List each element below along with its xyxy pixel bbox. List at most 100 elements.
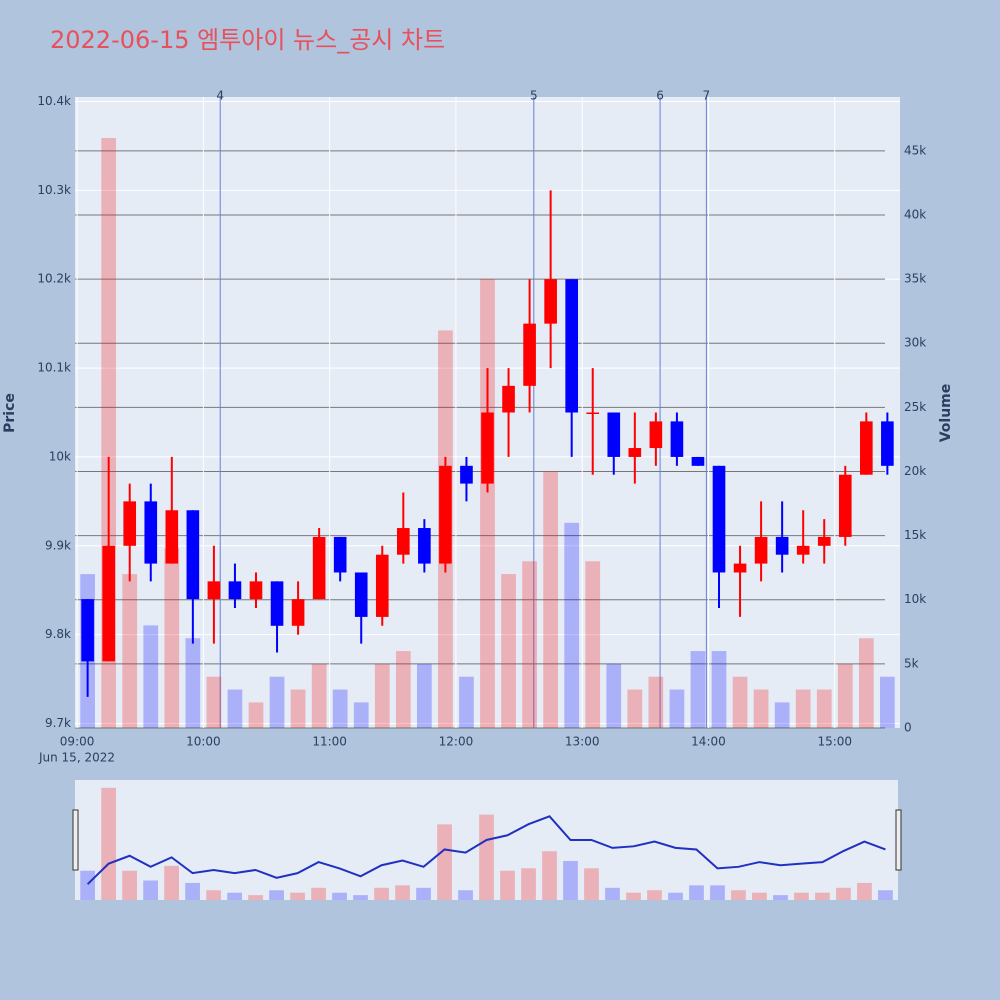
candle-body	[670, 421, 684, 457]
candle-body	[754, 536, 768, 564]
candle-body	[228, 581, 242, 600]
y-tick-label: 10.4k	[37, 94, 71, 108]
volume-bar	[585, 561, 601, 728]
volume-bar	[269, 676, 285, 728]
candle-body	[544, 279, 557, 324]
volume-bar	[248, 702, 264, 728]
news-label: 5	[530, 89, 538, 103]
candle-body	[249, 581, 263, 600]
candle-body	[123, 501, 137, 546]
candle-body	[775, 536, 789, 555]
candle-body	[628, 448, 642, 457]
candle-body	[207, 581, 221, 600]
volume-bar	[543, 471, 559, 728]
volume-bar	[522, 561, 537, 728]
y2-tick-label: 35k	[904, 272, 926, 286]
range-volume-bar	[164, 865, 179, 900]
range-volume-bar	[731, 890, 746, 900]
candle-body	[838, 474, 852, 537]
range-volume-bar	[269, 890, 284, 900]
y2-tick-label: 20k	[904, 464, 926, 478]
y2-tick-label: 40k	[904, 207, 926, 221]
candle-body	[81, 599, 94, 662]
range-volume-bar	[647, 890, 662, 900]
x-tick-label: 15:00	[817, 735, 852, 749]
volume-bar	[395, 651, 411, 728]
range-volume-bar	[80, 870, 95, 900]
range-volume-bar	[143, 880, 158, 900]
candle-body	[502, 385, 515, 413]
candle-body	[860, 421, 873, 475]
candle-body	[354, 572, 368, 617]
candle-body	[291, 599, 305, 626]
volume-bar	[606, 663, 622, 728]
volume-bar	[143, 625, 159, 728]
y2-axis-title: Volume	[938, 384, 954, 443]
range-volume-bar	[332, 892, 347, 900]
y-tick-label: 10.1k	[37, 361, 71, 375]
volume-bar	[795, 689, 811, 728]
range-volume-bar	[437, 824, 452, 900]
y-tick-label: 10.2k	[37, 272, 71, 286]
range-volume-bar	[584, 868, 599, 900]
range-handle[interactable]	[895, 809, 902, 871]
volume-bar	[880, 676, 895, 728]
x-tick-label: 11:00	[312, 735, 347, 749]
volume-bar	[122, 574, 138, 728]
range-volume-bar	[689, 885, 704, 900]
volume-bar	[164, 548, 180, 728]
y2-tick-label: 15k	[904, 528, 926, 542]
y2-tick-label: 0	[904, 721, 912, 735]
range-volume-bar	[479, 814, 494, 900]
range-volume-bar	[500, 870, 515, 900]
candle-body	[796, 545, 810, 555]
range-volume-bar	[101, 787, 116, 900]
x-tick-label: 09:00	[60, 735, 95, 749]
y-tick-label: 9.7k	[45, 716, 71, 730]
range-volume-bar	[563, 860, 578, 900]
candle-body	[144, 501, 158, 564]
y-tick-label: 10.3k	[37, 183, 71, 197]
range-volume-bar	[374, 887, 389, 900]
chart-title: 2022-06-15 엠투아이 뉴스_공시 차트	[50, 26, 445, 54]
range-volume-bar	[668, 892, 683, 900]
range-volume-bar	[248, 895, 263, 900]
x-date-label: Jun 15, 2022	[38, 751, 115, 765]
volume-bar	[332, 689, 348, 728]
range-volume-bar	[521, 868, 536, 900]
volume-bar	[290, 689, 306, 728]
range-volume-bar	[836, 887, 851, 900]
candle-body	[586, 412, 600, 414]
range-volume-bar	[752, 892, 767, 900]
volume-bar	[669, 689, 685, 728]
range-handle[interactable]	[72, 809, 79, 871]
candle-body	[607, 412, 621, 457]
candle-body	[397, 528, 410, 555]
news-label: 7	[703, 89, 711, 103]
x-tick-label: 10:00	[186, 735, 221, 749]
y2-tick-label: 25k	[904, 400, 926, 414]
range-volume-bar	[353, 895, 368, 900]
volume-bar	[480, 279, 495, 728]
x-tick-label: 14:00	[691, 735, 726, 749]
candle-body	[460, 465, 473, 484]
range-volume-bar	[185, 882, 200, 900]
candle-body	[439, 465, 452, 564]
range-volume-bar	[794, 892, 809, 900]
range-volume-bar	[857, 882, 872, 900]
range-volume-bar	[290, 892, 305, 900]
candle-body	[733, 563, 747, 573]
range-volume-bar	[227, 892, 242, 900]
range-volume-bar	[122, 870, 137, 900]
range-volume-bar	[311, 887, 326, 900]
range-volume-bar	[395, 885, 410, 900]
candle-body	[817, 536, 831, 546]
range-volume-bar	[626, 892, 641, 900]
range-volume-bar	[773, 895, 788, 900]
volume-bar	[353, 702, 369, 728]
range-volume-bar	[416, 887, 431, 900]
volume-bar	[459, 676, 474, 728]
candle-body	[333, 536, 347, 573]
candle-body	[165, 510, 179, 564]
